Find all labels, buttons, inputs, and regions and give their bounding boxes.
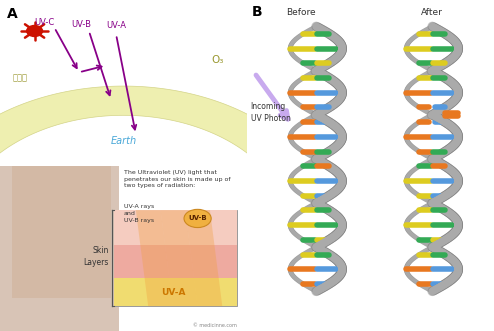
FancyBboxPatch shape: [114, 210, 237, 245]
Text: UV-B: UV-B: [188, 215, 207, 221]
Circle shape: [27, 25, 42, 36]
Text: 오젠층: 오젠층: [12, 73, 27, 82]
Polygon shape: [0, 86, 327, 203]
FancyBboxPatch shape: [114, 210, 237, 306]
FancyBboxPatch shape: [114, 245, 237, 278]
Polygon shape: [136, 210, 173, 306]
Polygon shape: [0, 166, 119, 331]
Polygon shape: [161, 210, 198, 306]
Text: After: After: [421, 8, 443, 17]
Text: UV-C: UV-C: [35, 18, 54, 27]
Polygon shape: [185, 210, 222, 306]
Text: Before: Before: [287, 8, 316, 17]
Text: Skin
Layers: Skin Layers: [83, 246, 109, 267]
Text: Incoming
UV Photon: Incoming UV Photon: [250, 102, 290, 123]
Text: UV-A: UV-A: [161, 288, 185, 298]
Text: UV-A rays
and
UV-B rays: UV-A rays and UV-B rays: [124, 204, 154, 222]
Text: B: B: [252, 5, 263, 19]
Text: A: A: [7, 7, 18, 21]
Text: UV-A: UV-A: [106, 21, 126, 30]
Circle shape: [184, 209, 211, 228]
Polygon shape: [12, 166, 111, 298]
FancyBboxPatch shape: [114, 278, 237, 306]
Text: The Ultraviolet (UV) light that
penetrates our skin is made up of
two types of r: The Ultraviolet (UV) light that penetrat…: [124, 170, 230, 188]
Text: Earth: Earth: [111, 136, 136, 146]
Text: O₃: O₃: [211, 55, 224, 65]
Text: © medicinne.com: © medicinne.com: [193, 323, 237, 328]
Text: UV-B: UV-B: [72, 20, 91, 28]
